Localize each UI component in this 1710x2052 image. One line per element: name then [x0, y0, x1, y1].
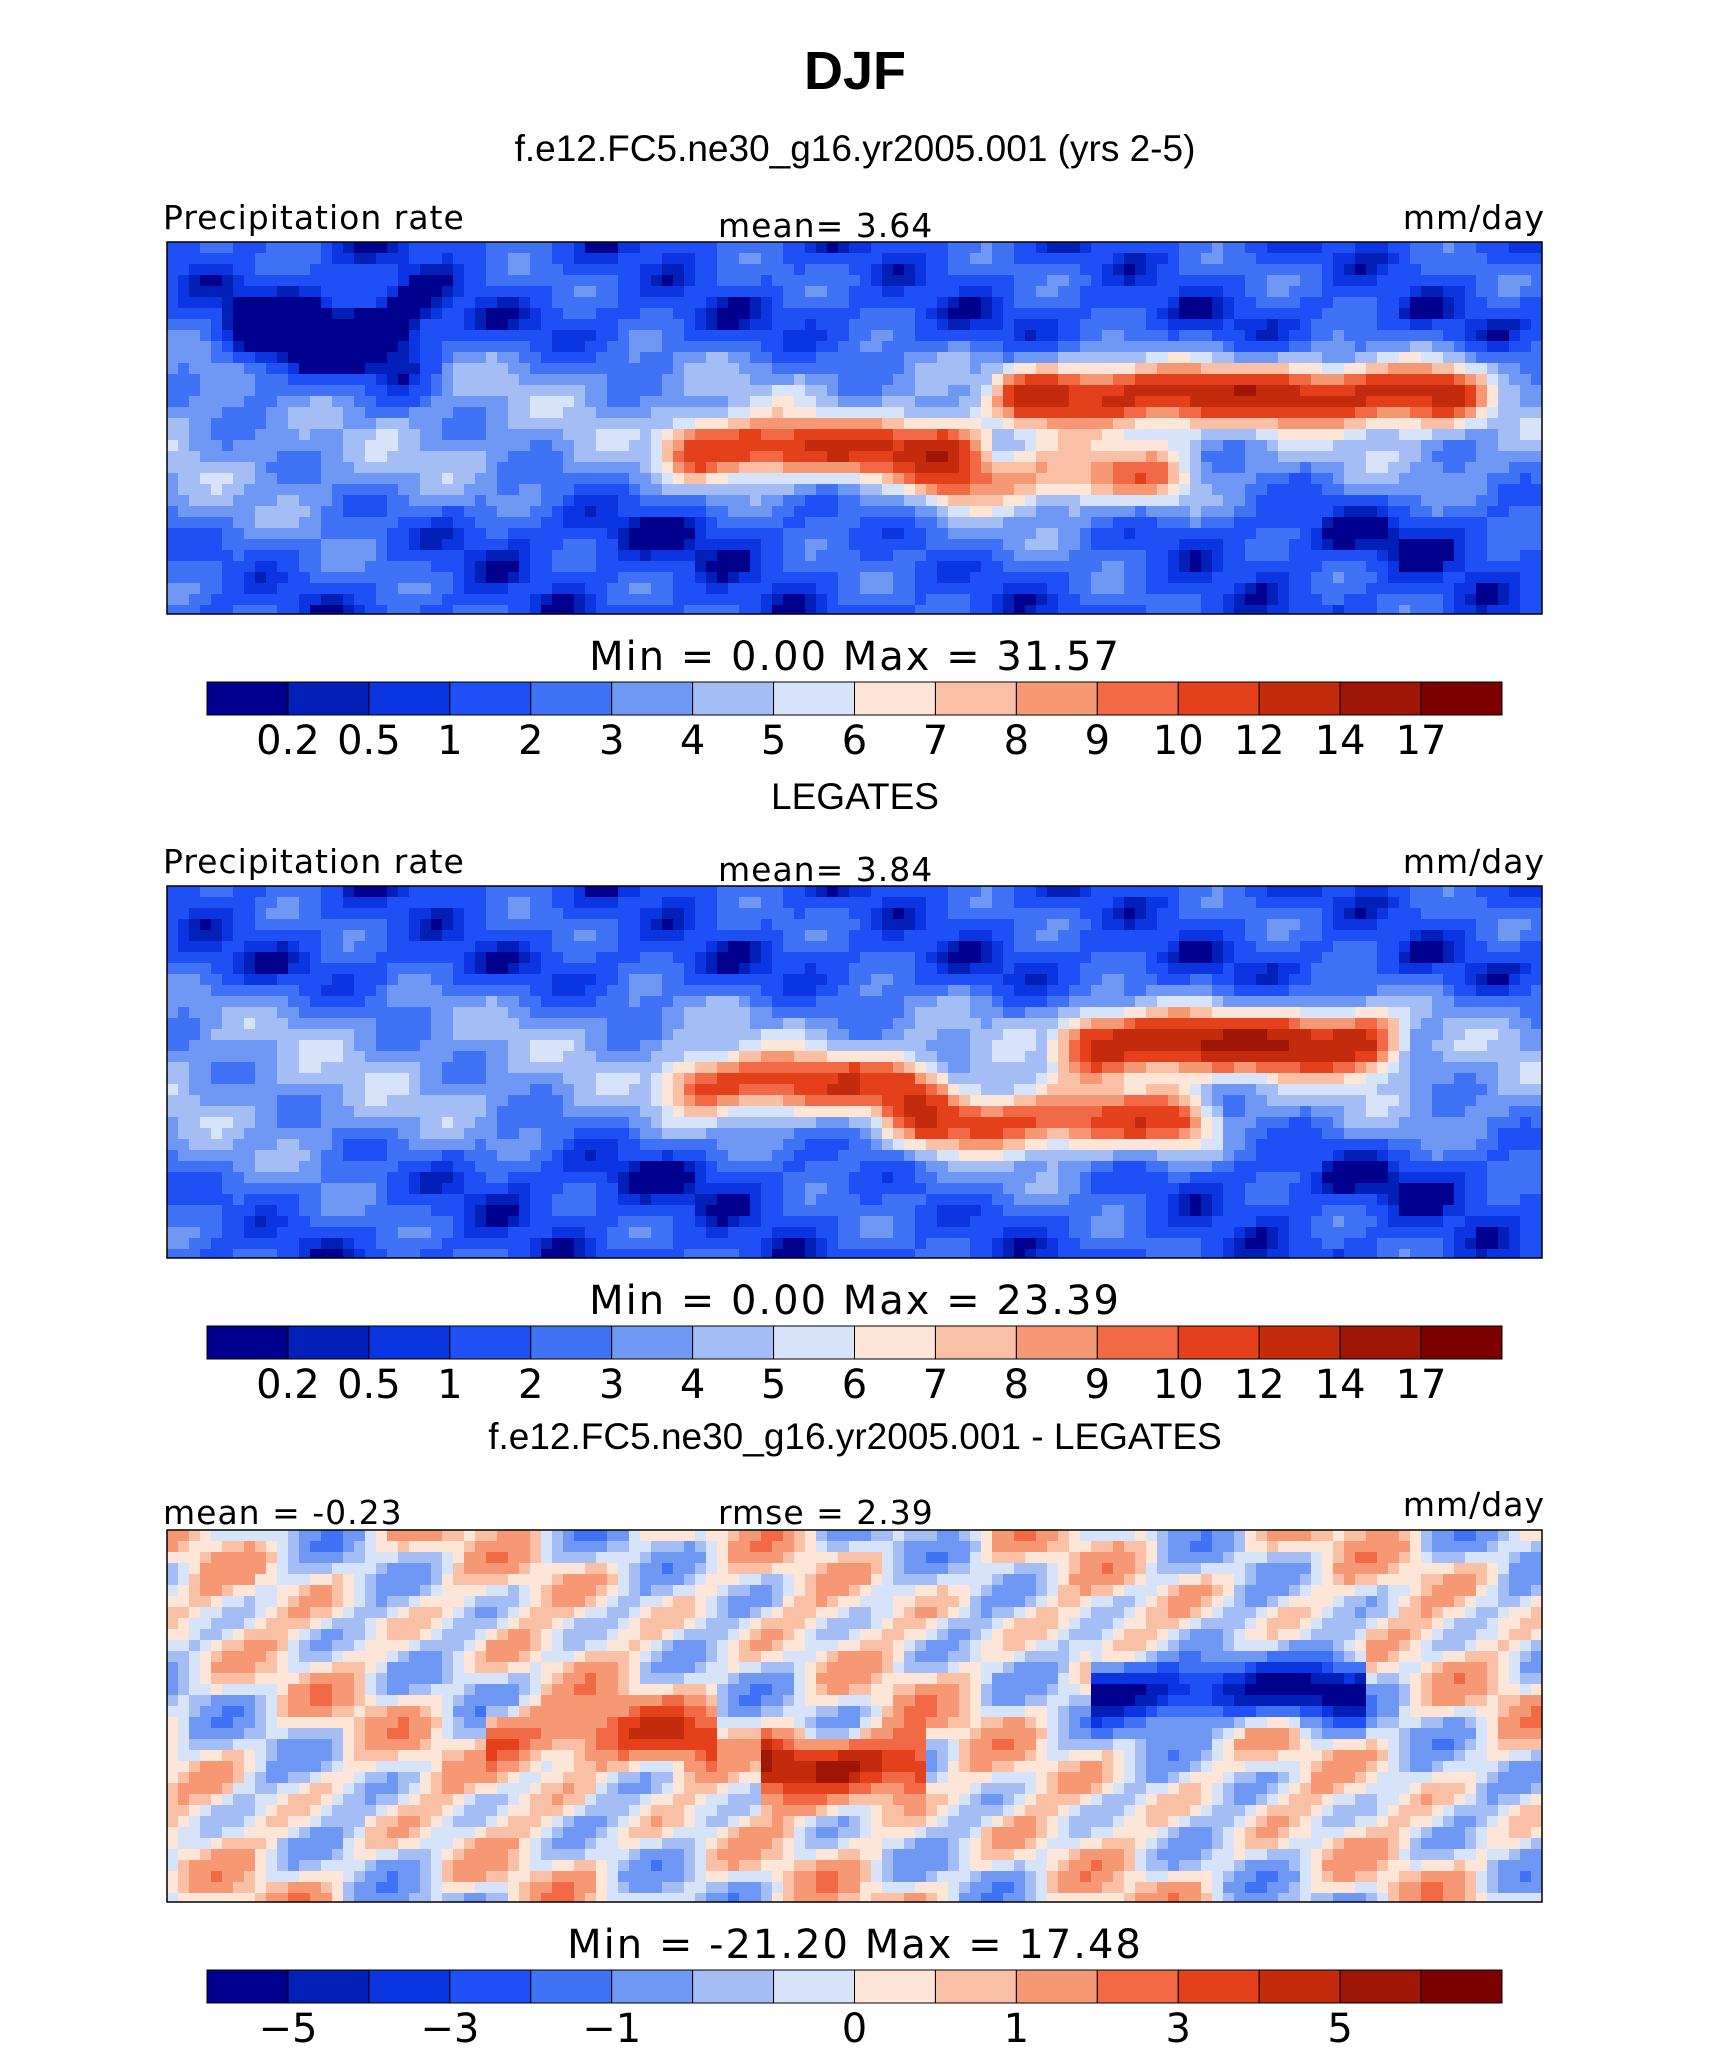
colorbar-swatch — [531, 1326, 612, 1359]
colorbar-1-tick: 4 — [680, 718, 705, 764]
colorbar-swatch — [612, 682, 693, 715]
colorbar-swatch — [935, 1326, 1016, 1359]
colorbar-swatch — [531, 682, 612, 715]
map-panel-2 — [167, 886, 1543, 1259]
colorbar-2-tick: 3 — [599, 1362, 624, 1408]
colorbar-swatch — [1340, 682, 1421, 715]
colorbar-1 — [207, 682, 1502, 715]
colorbar-swatch — [1097, 1970, 1178, 2003]
colorbar-swatch — [207, 682, 288, 715]
colorbar-swatch — [1421, 1326, 1502, 1359]
colorbar-swatch — [693, 1970, 774, 2003]
colorbar-1-tick: 10 — [1153, 718, 1204, 764]
colorbar-1-tick: 3 — [599, 718, 624, 764]
colorbar-swatch — [1259, 682, 1340, 715]
colorbar-swatch — [774, 1326, 855, 1359]
colorbar-1-tick: 5 — [761, 718, 786, 764]
colorbar-swatch — [1178, 1326, 1259, 1359]
colorbar-2-tick: 6 — [842, 1362, 867, 1408]
colorbar-swatch — [207, 1326, 288, 1359]
colorbar-swatch — [1340, 1326, 1421, 1359]
colorbar-swatch — [1340, 1970, 1421, 2003]
colorbar-2-tick: 8 — [1004, 1362, 1029, 1408]
colorbar-3-tick: 1 — [1004, 2006, 1029, 2052]
colorbar-1-tick: 2 — [518, 718, 543, 764]
colorbar-2-tick: 4 — [680, 1362, 705, 1408]
colorbar-2-tick: 7 — [923, 1362, 948, 1408]
colorbar-2-tick: 17 — [1396, 1362, 1447, 1408]
colorbar-swatch — [774, 682, 855, 715]
colorbar-2-tick: 5 — [761, 1362, 786, 1408]
colorbar-swatch — [1259, 1970, 1340, 2003]
colorbar-2-tick: 10 — [1153, 1362, 1204, 1408]
colorbar-swatch — [288, 682, 369, 715]
colorbar-2-tick: 0.5 — [337, 1362, 401, 1408]
colorbar-3-tick: 0 — [842, 2006, 867, 2052]
colorbar-3-tick: 5 — [1327, 2006, 1352, 2052]
colorbar-swatch — [450, 682, 531, 715]
colorbar-swatch — [1097, 1326, 1178, 1359]
colorbar-1-tick: 6 — [842, 718, 867, 764]
colorbar-1-tick: 8 — [1004, 718, 1029, 764]
colorbar-swatch — [369, 682, 450, 715]
colorbar-swatch — [450, 1970, 531, 2003]
colorbar-2 — [207, 1326, 1502, 1359]
colorbar-1-tick: 9 — [1085, 718, 1110, 764]
colorbar-swatch — [1016, 1970, 1097, 2003]
colorbar-3-tick: −1 — [582, 2006, 641, 2052]
colorbar-1-tick: 0.5 — [337, 718, 401, 764]
colorbar-3 — [207, 1970, 1502, 2003]
colorbar-swatch — [1421, 1970, 1502, 2003]
colorbar-1-tick: 12 — [1234, 718, 1285, 764]
colorbar-swatch — [450, 1326, 531, 1359]
colorbar-2-tick: 9 — [1085, 1362, 1110, 1408]
colorbar-3-tick: −5 — [258, 2006, 317, 2052]
colorbar-1-tick: 17 — [1396, 718, 1447, 764]
colorbar-swatch — [855, 682, 936, 715]
colorbar-swatch — [1016, 682, 1097, 715]
colorbar-swatch — [612, 1970, 693, 2003]
colorbar-swatch — [1016, 1326, 1097, 1359]
colorbar-swatch — [288, 1970, 369, 2003]
colorbar-swatch — [369, 1970, 450, 2003]
colorbar-swatch — [288, 1326, 369, 1359]
colorbar-1-tick: 1 — [437, 718, 462, 764]
colorbar-swatch — [935, 682, 1016, 715]
colorbar-swatch — [1097, 682, 1178, 715]
colorbar-2-tick: 12 — [1234, 1362, 1285, 1408]
colorbar-3-tick: −3 — [420, 2006, 479, 2052]
colorbar-swatch — [693, 682, 774, 715]
colorbar-swatch — [693, 1326, 774, 1359]
colorbar-swatch — [855, 1970, 936, 2003]
colorbar-2-tick: 2 — [518, 1362, 543, 1408]
colorbar-1-tick: 0.2 — [256, 718, 320, 764]
colorbar-1-tick: 7 — [923, 718, 948, 764]
colorbar-3-tick: 3 — [1166, 2006, 1191, 2052]
colorbar-swatch — [1421, 682, 1502, 715]
colorbar-swatch — [1178, 1970, 1259, 2003]
colorbar-swatch — [935, 1970, 1016, 2003]
colorbar-swatch — [369, 1326, 450, 1359]
colorbar-swatch — [1178, 682, 1259, 715]
map-panel-3 — [167, 1530, 1543, 1903]
colorbar-swatch — [774, 1970, 855, 2003]
colorbar-swatch — [855, 1326, 936, 1359]
map-panel-1 — [167, 242, 1543, 615]
colorbar-swatch — [1259, 1326, 1340, 1359]
colorbar-1-tick: 14 — [1315, 718, 1366, 764]
colorbar-swatch — [612, 1326, 693, 1359]
colorbar-2-tick: 14 — [1315, 1362, 1366, 1408]
colorbar-2-tick: 0.2 — [256, 1362, 320, 1408]
colorbar-2-tick: 1 — [437, 1362, 462, 1408]
colorbar-swatch — [531, 1970, 612, 2003]
colorbar-swatch — [207, 1970, 288, 2003]
